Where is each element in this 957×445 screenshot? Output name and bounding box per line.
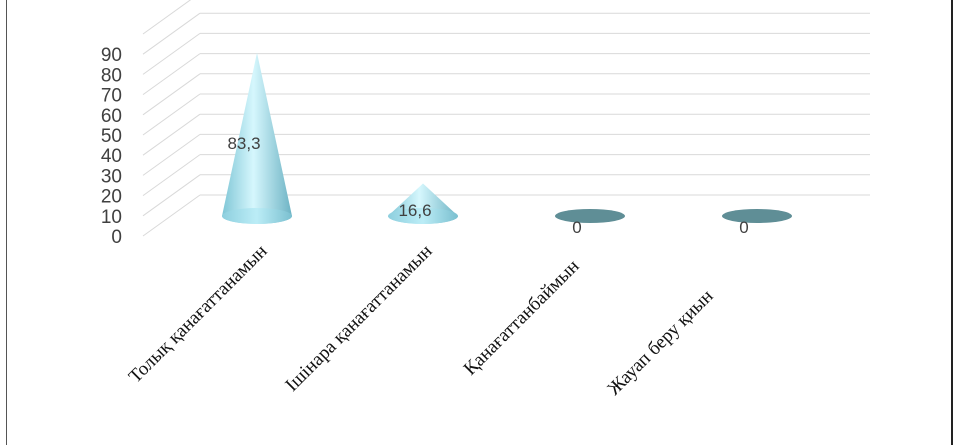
gridline-side xyxy=(142,0,192,35)
y-tick-label: 80 xyxy=(101,65,122,86)
y-tick-label: 70 xyxy=(101,86,122,107)
y-tick-label: 50 xyxy=(101,126,122,147)
gridline-side xyxy=(142,53,201,96)
y-tick-label: 10 xyxy=(101,207,122,228)
category-labels: Толық қанағаттанамын Ішінара қанағаттанам… xyxy=(125,241,718,400)
y-tick-label: 60 xyxy=(101,106,122,127)
gridline-side xyxy=(142,32,201,75)
gridline-side xyxy=(142,174,201,217)
y-tick-label: 30 xyxy=(101,166,122,187)
gridlines xyxy=(142,0,870,237)
data-label: 83,3 xyxy=(227,134,260,153)
cone-bar-zero xyxy=(555,209,625,223)
gridline-side xyxy=(142,133,201,176)
y-tick-label: 20 xyxy=(101,187,122,208)
data-label: 0 xyxy=(739,218,748,237)
y-tick-label: 40 xyxy=(101,146,122,167)
category-label: Ішінара қанағаттанамын xyxy=(281,241,436,396)
cone-base xyxy=(222,208,292,224)
cone-body xyxy=(222,52,292,224)
data-label: 0 xyxy=(572,218,581,237)
y-tick-label: 90 xyxy=(101,45,122,66)
category-label: Толық қанағаттанамын xyxy=(125,241,272,388)
cone-bar-zero xyxy=(722,209,792,223)
cones xyxy=(222,52,792,224)
category-label: Қанағаттанбаймын xyxy=(460,256,584,380)
gridline-side xyxy=(142,194,201,237)
gridline-side xyxy=(142,12,201,55)
gridline-side xyxy=(142,154,201,197)
cone-bar xyxy=(222,52,292,224)
cone-bar xyxy=(388,183,458,224)
data-labels: 83,3 16,6 0 0 xyxy=(227,134,748,237)
cone-base xyxy=(388,208,458,224)
gridline-side xyxy=(142,93,201,136)
gridline-side xyxy=(142,73,201,116)
y-tick-label: 0 xyxy=(111,227,122,248)
data-label: 16,6 xyxy=(398,201,431,220)
gridline-side xyxy=(142,113,201,156)
category-label: Жауап беру қиын xyxy=(604,286,718,400)
